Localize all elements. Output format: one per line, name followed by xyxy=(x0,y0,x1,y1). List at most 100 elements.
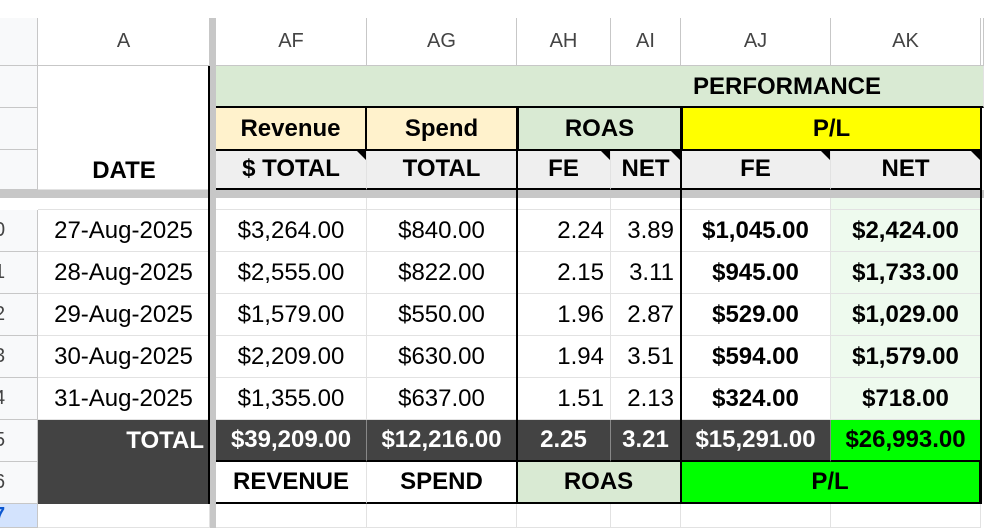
row-header[interactable] xyxy=(0,66,38,108)
frozen-rows-divider[interactable] xyxy=(0,190,984,198)
subheader-spend: TOTAL xyxy=(367,150,517,190)
column-header-aj[interactable]: AJ xyxy=(681,18,831,66)
column-header-af[interactable]: AF xyxy=(216,18,367,66)
row-header[interactable]: 1 xyxy=(0,252,38,294)
cell[interactable] xyxy=(681,504,831,528)
cell-roas-fe[interactable]: 1.94 xyxy=(517,336,611,378)
cell-roas-net[interactable]: 3.51 xyxy=(611,336,681,378)
cell-border xyxy=(680,108,682,504)
total-roas-fe[interactable]: 2.25 xyxy=(517,420,611,462)
row-header[interactable]: 2 xyxy=(0,294,38,336)
cell[interactable] xyxy=(517,198,611,210)
revenue-group-header: Revenue xyxy=(216,108,367,150)
column-header-ah[interactable]: AH xyxy=(517,18,611,66)
cell[interactable] xyxy=(611,198,681,210)
cell[interactable] xyxy=(367,198,517,210)
cell[interactable] xyxy=(831,504,981,528)
cell-revenue[interactable]: $2,555.00 xyxy=(216,252,367,294)
total-label-cell[interactable] xyxy=(38,420,210,504)
cell-pl-net[interactable]: $1,733.00 xyxy=(831,252,981,294)
cell-spend[interactable]: $822.00 xyxy=(367,252,517,294)
total-roas-net[interactable]: 3.21 xyxy=(611,420,681,462)
cell-spend[interactable]: $637.00 xyxy=(367,378,517,420)
row-header[interactable]: 3 xyxy=(0,336,38,378)
subheader-roas-fe: FE xyxy=(517,150,611,190)
frozen-columns-divider[interactable] xyxy=(210,18,216,528)
cell[interactable] xyxy=(216,198,367,210)
cell-pl-fe[interactable]: $529.00 xyxy=(681,294,831,336)
cell-roas-net[interactable]: 2.13 xyxy=(611,378,681,420)
column-header-ai[interactable]: AI xyxy=(611,18,681,66)
cell-border xyxy=(980,108,982,504)
cell-pl-fe[interactable]: $945.00 xyxy=(681,252,831,294)
date-header: DATE xyxy=(38,66,210,190)
total-label: TOTAL xyxy=(126,427,204,454)
cell[interactable] xyxy=(38,504,210,528)
cell-revenue[interactable]: $1,579.00 xyxy=(216,294,367,336)
cell[interactable] xyxy=(38,198,210,210)
cell-date[interactable]: 28-Aug-2025 xyxy=(38,252,210,294)
cell-date[interactable]: 30-Aug-2025 xyxy=(38,336,210,378)
footer-roas-label: ROAS xyxy=(517,462,681,504)
cell-date[interactable]: 29-Aug-2025 xyxy=(38,294,210,336)
cell[interactable] xyxy=(517,504,611,528)
row-header[interactable]: 5 xyxy=(0,420,38,462)
cell-roas-net[interactable]: 2.87 xyxy=(611,294,681,336)
cell-roas-fe[interactable]: 2.24 xyxy=(517,210,611,252)
cell-pl-fe[interactable]: $594.00 xyxy=(681,336,831,378)
cell-pl-net[interactable]: $1,029.00 xyxy=(831,294,981,336)
row-header[interactable]: 4 xyxy=(0,378,38,420)
performance-header xyxy=(216,66,984,108)
total-revenue[interactable]: $39,209.00 xyxy=(216,420,367,462)
total-pl-net[interactable]: $26,993.00 xyxy=(831,420,981,462)
cell-pl-net[interactable]: $1,579.00 xyxy=(831,336,981,378)
cell-pl-fe[interactable]: $1,045.00 xyxy=(681,210,831,252)
cell[interactable] xyxy=(681,198,831,210)
row-header[interactable] xyxy=(0,108,38,150)
cell[interactable] xyxy=(611,504,681,528)
performance-label: PERFORMANCE xyxy=(692,73,881,100)
row-header[interactable]: 6 xyxy=(0,462,38,504)
cell-date[interactable]: 27-Aug-2025 xyxy=(38,210,210,252)
cell-spend[interactable]: $550.00 xyxy=(367,294,517,336)
row-header[interactable]: 0 xyxy=(0,210,38,252)
footer-revenue-label: REVENUE xyxy=(216,462,367,504)
column-header-a[interactable]: A xyxy=(38,18,210,66)
total-spend[interactable]: $12,216.00 xyxy=(367,420,517,462)
cell-pl-fe[interactable]: $324.00 xyxy=(681,378,831,420)
pl-group-header: P/L xyxy=(681,108,981,150)
cell-revenue[interactable]: $3,264.00 xyxy=(216,210,367,252)
cell[interactable] xyxy=(831,198,981,210)
subheader-roas-net: NET xyxy=(611,150,681,190)
subheader-revenue: $ TOTAL xyxy=(216,150,367,190)
cell-date[interactable]: 31-Aug-2025 xyxy=(38,378,210,420)
subheader-pl-net: NET xyxy=(831,150,981,190)
cell-spend[interactable]: $840.00 xyxy=(367,210,517,252)
cell[interactable] xyxy=(367,504,517,528)
cell-roas-net[interactable]: 3.89 xyxy=(611,210,681,252)
cell-border xyxy=(208,66,210,504)
cell-roas-fe[interactable]: 1.96 xyxy=(517,294,611,336)
footer-pl-label: P/L xyxy=(681,462,981,504)
column-header-ag[interactable]: AG xyxy=(367,18,517,66)
cell-roas-net[interactable]: 3.11 xyxy=(611,252,681,294)
cell-revenue[interactable]: $2,209.00 xyxy=(216,336,367,378)
cell-pl-net[interactable]: $718.00 xyxy=(831,378,981,420)
cell-roas-fe[interactable]: 2.15 xyxy=(517,252,611,294)
cell-roas-fe[interactable]: 1.51 xyxy=(517,378,611,420)
cell-spend[interactable]: $630.00 xyxy=(367,336,517,378)
row-header[interactable] xyxy=(0,150,38,190)
cell[interactable] xyxy=(216,504,367,528)
subheader-pl-fe: FE xyxy=(681,150,831,190)
footer-spend-label: SPEND xyxy=(367,462,517,504)
cell-revenue[interactable]: $1,355.00 xyxy=(216,378,367,420)
column-header-ak[interactable]: AK xyxy=(831,18,981,66)
row-header[interactable]: 7 xyxy=(0,504,38,528)
cell-border xyxy=(516,108,518,504)
spend-group-header: Spend xyxy=(367,108,517,150)
total-pl-fe[interactable]: $15,291.00 xyxy=(681,420,831,462)
cell-pl-net[interactable]: $2,424.00 xyxy=(831,210,981,252)
cell-border xyxy=(216,149,981,151)
select-all-corner[interactable] xyxy=(0,18,38,66)
roas-group-header: ROAS xyxy=(517,108,681,150)
